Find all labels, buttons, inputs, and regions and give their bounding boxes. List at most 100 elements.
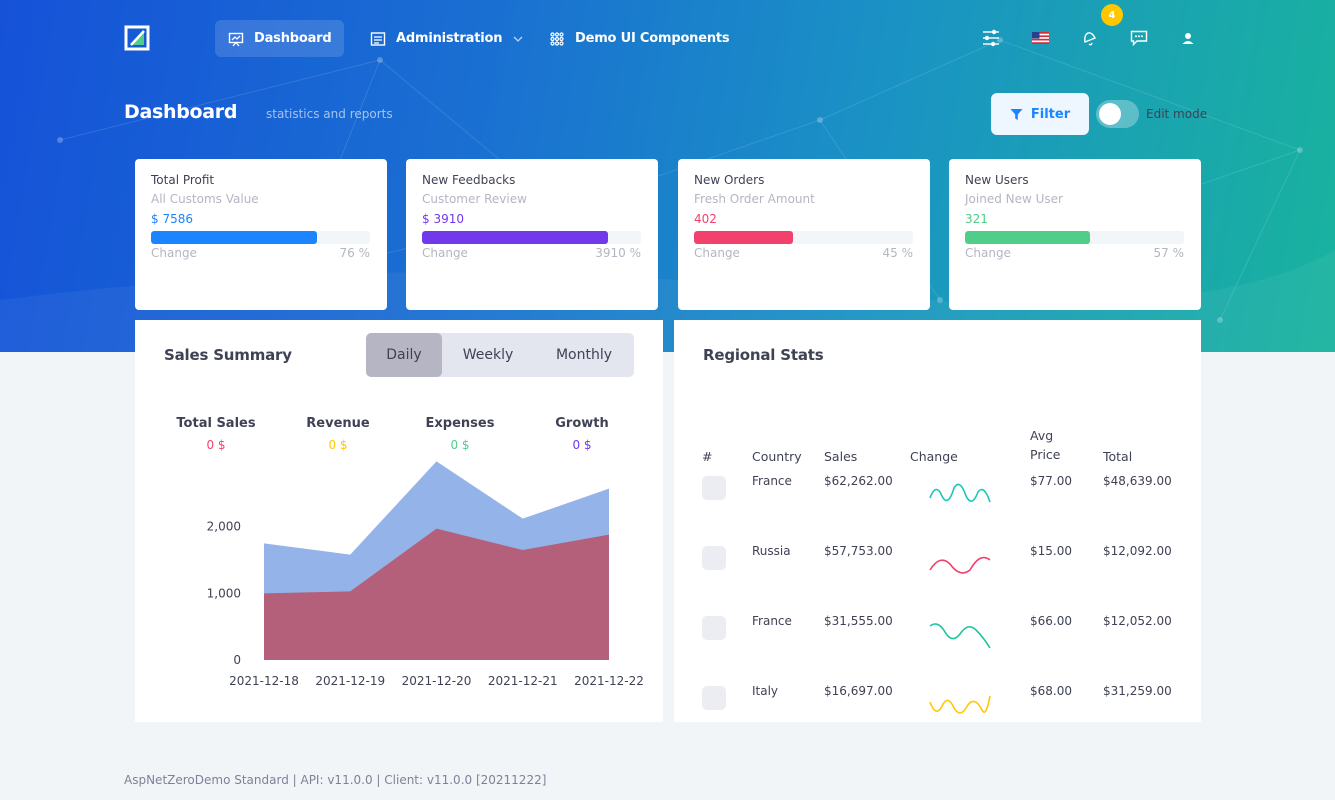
filter-button-label: Filter <box>1030 106 1071 122</box>
edit-mode-label: Edit mode <box>1146 107 1208 121</box>
stat-progress-bar <box>151 231 370 244</box>
cell-country: Italy <box>752 684 779 698</box>
row-select-cell <box>702 674 752 722</box>
stat-change-label: Change <box>151 246 197 260</box>
period-monthly-button[interactable]: Monthly <box>555 347 613 363</box>
stat-change-value: 3910 % <box>595 246 641 260</box>
bell-icon <box>1084 32 1096 46</box>
sales-summary-panel: Sales Summary Daily Weekly Monthly Total… <box>135 320 663 722</box>
kpi-total-sales: Total Sales 0 $ <box>161 416 271 452</box>
stat-progress-bar <box>422 231 641 244</box>
row-checkbox[interactable] <box>702 546 726 570</box>
cell-country: Russia <box>752 544 791 558</box>
kpi-expenses: Expenses 0 $ <box>405 416 515 452</box>
x-tick-label: 2021-12-21 <box>488 674 558 688</box>
language-selector[interactable] <box>1029 27 1051 49</box>
nav-demo-ui-label: Demo UI Components <box>575 31 730 46</box>
stat-value: 402 <box>694 212 717 226</box>
col-avg-price: Avg Price <box>1030 426 1103 464</box>
filter-button[interactable]: Filter <box>991 93 1089 135</box>
settings-sliders-button[interactable] <box>980 27 1002 49</box>
stat-subtitle: All Customs Value <box>151 192 259 206</box>
app-logo[interactable] <box>124 25 151 52</box>
table-row: France $62,262.00 $77.00 $48,639.00 <box>702 464 1193 534</box>
stat-subtitle: Fresh Order Amount <box>694 192 815 206</box>
sparkline <box>929 623 991 649</box>
kpi-label: Total Sales <box>176 416 256 431</box>
footer-version: AspNetZeroDemo Standard | API: v11.0.0 |… <box>124 773 547 787</box>
table-row: Italy $16,697.00 $68.00 $31,259.00 <box>702 674 1193 722</box>
kpi-value: 0 $ <box>572 438 592 452</box>
stat-value: $ 3910 <box>422 212 464 226</box>
stat-progress-fill <box>694 231 793 244</box>
period-daily-button[interactable]: Daily <box>366 333 442 377</box>
col-sales: Sales <box>824 449 858 464</box>
cell-change <box>910 534 1030 604</box>
top-navbar: Dashboard Administration Demo UI Compone… <box>0 0 1335 78</box>
sparkline-path <box>929 623 991 649</box>
cell-total: $48,639.00 <box>1103 474 1172 488</box>
sales-area-chart: 0 1,000 2,000 2021-12-18 2021-12-19 2021-12-2… <box>207 461 644 688</box>
table-row: France $31,555.00 $66.00 $12,052.00 <box>702 604 1193 674</box>
cell-avg-price: $77.00 <box>1030 474 1072 488</box>
cell-change <box>910 464 1030 534</box>
nav-demo-ui-components[interactable]: Demo UI Components <box>536 20 742 57</box>
col-index: # <box>702 449 713 464</box>
kpi-growth: Growth 0 $ <box>527 416 637 452</box>
cell-total: $12,052.00 <box>1103 614 1172 628</box>
sparkline <box>929 556 991 574</box>
stat-value: 321 <box>965 212 988 226</box>
cell-sales: $57,753.00 <box>824 544 893 558</box>
x-tick-label: 2021-12-18 <box>229 674 299 688</box>
stat-subtitle: Customer Review <box>422 192 527 206</box>
cell-sales: $62,262.00 <box>824 474 893 488</box>
nav-administration[interactable]: Administration <box>357 20 537 57</box>
nav-dashboard-label: Dashboard <box>254 31 332 46</box>
layers-icon <box>370 31 386 46</box>
row-checkbox[interactable] <box>702 476 726 500</box>
kpi-value: 0 $ <box>450 438 470 452</box>
area-series-2 <box>264 528 609 660</box>
y-tick-label: 2,000 <box>207 520 241 534</box>
row-select-cell <box>702 604 752 674</box>
sparkline <box>929 483 991 503</box>
cell-total: $12,092.00 <box>1103 544 1172 558</box>
stat-title: Total Profit <box>151 173 215 187</box>
filter-icon <box>1010 108 1023 120</box>
x-tick-label: 2021-12-22 <box>574 674 644 688</box>
period-weekly-button[interactable]: Weekly <box>462 347 514 363</box>
presentation-icon <box>228 32 244 46</box>
toggle-knob <box>1099 103 1121 125</box>
table-row: Russia $57,753.00 $15.00 $12,092.00 <box>702 534 1193 604</box>
stat-progress-fill <box>422 231 609 244</box>
chat-button[interactable] <box>1128 27 1150 49</box>
row-checkbox[interactable] <box>702 686 726 710</box>
stat-change-value: 45 % <box>882 246 914 260</box>
logo-icon <box>124 25 150 51</box>
sparkline-path <box>929 695 991 714</box>
stat-change-label: Change <box>694 246 740 260</box>
page-title: Dashboard <box>124 101 238 123</box>
period-selector: Daily Weekly Monthly <box>366 333 634 377</box>
row-select-cell <box>702 534 752 604</box>
cell-avg-price: $15.00 <box>1030 544 1072 558</box>
stat-card-new-feedbacks: New Feedbacks Customer Review $ 3910 Cha… <box>406 159 658 310</box>
nav-dashboard[interactable]: Dashboard <box>215 20 345 57</box>
sparkline-path <box>929 483 991 503</box>
stat-title: New Feedbacks <box>422 173 516 187</box>
sparkline <box>929 695 991 714</box>
kpi-value: 0 $ <box>206 438 226 452</box>
notifications-button[interactable] <box>1079 27 1101 49</box>
regional-stats-panel: Regional Stats # Country Sales Change Av… <box>674 320 1201 722</box>
y-tick-label: 0 <box>233 653 241 667</box>
cell-total: $31,259.00 <box>1103 684 1172 698</box>
stat-change-label: Change <box>422 246 468 260</box>
col-avg-price-label: Avg Price <box>1030 428 1061 462</box>
stat-change-value: 57 % <box>1153 246 1185 260</box>
row-checkbox[interactable] <box>702 616 726 640</box>
edit-mode-toggle[interactable] <box>1096 100 1139 128</box>
stat-title: New Orders <box>694 173 765 187</box>
grid-icon <box>550 31 564 46</box>
user-menu-button[interactable] <box>1177 27 1199 49</box>
notification-count-badge: 4 <box>1101 4 1123 26</box>
